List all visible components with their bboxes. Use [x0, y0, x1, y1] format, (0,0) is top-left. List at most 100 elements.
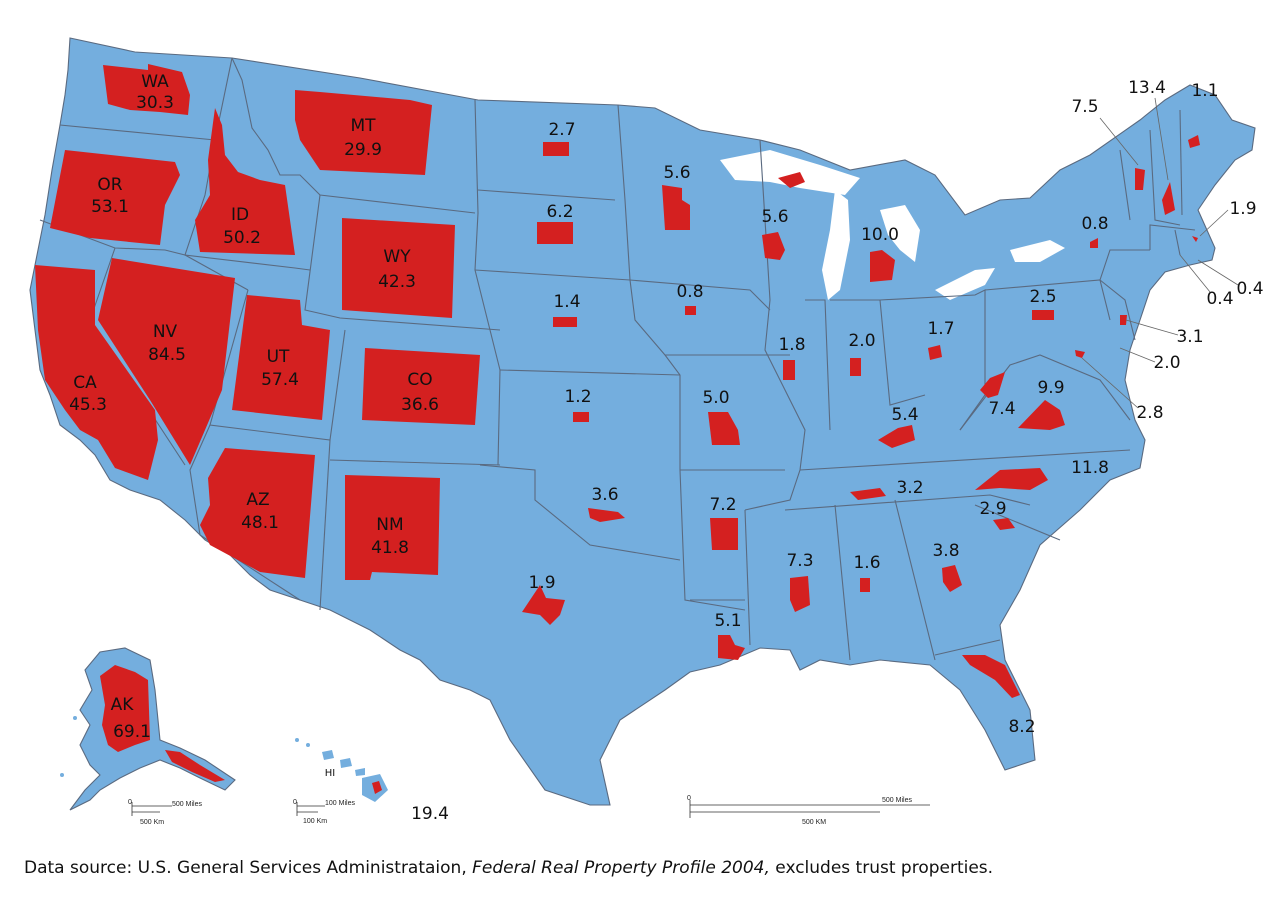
fed-area-nh	[1162, 182, 1175, 215]
fed-area-ca	[35, 265, 158, 480]
fed-area-nc	[975, 468, 1048, 490]
scale-hi-zero: 0	[293, 799, 297, 806]
fed-area-ok	[588, 508, 625, 522]
label-oh-value: 1.7	[927, 319, 954, 339]
label-hi-abbr: HI	[325, 768, 335, 779]
fed-area-wi	[762, 232, 785, 260]
source-prefix: Data source: U.S. General Services Admin…	[24, 858, 473, 878]
label-wv-value: 7.4	[988, 399, 1015, 419]
fed-area-wy	[342, 218, 455, 318]
label-me-value: 1.1	[1191, 81, 1218, 101]
scale-bar-ak	[131, 802, 172, 816]
label-wy-abbr: WY	[383, 247, 411, 267]
label-ma-value: 1.9	[1229, 199, 1256, 219]
label-hi-value: 19.4	[411, 804, 449, 824]
data-source-caption: Data source: U.S. General Services Admin…	[24, 858, 993, 878]
fed-area-wv	[980, 372, 1005, 398]
label-wa-abbr: WA	[141, 72, 169, 92]
label-mo-value: 5.0	[702, 388, 729, 408]
label-md-value: 2.8	[1136, 403, 1163, 423]
fed-area-ut	[232, 295, 330, 420]
leader-lines	[1081, 97, 1239, 409]
scale-ak-zero: 0	[128, 799, 132, 806]
label-nh-value: 13.4	[1128, 78, 1166, 98]
fed-area-or	[50, 150, 180, 245]
label-wa-value: 30.3	[136, 93, 174, 113]
fed-area-nd	[543, 142, 569, 156]
label-ia-value: 0.8	[676, 282, 703, 302]
fed-area-co	[362, 348, 480, 425]
scale-bar-main	[689, 800, 930, 818]
scale-ak-miles: 500 Miles	[172, 801, 202, 808]
us-outline	[29, 37, 1256, 806]
fed-area-ar	[710, 518, 738, 550]
label-nv-abbr: NV	[153, 322, 178, 342]
fed-area-mn	[662, 185, 690, 230]
label-il-value: 1.8	[778, 335, 805, 355]
label-in-value: 2.0	[848, 331, 875, 351]
fed-area-va	[1018, 400, 1065, 430]
label-az-abbr: AZ	[246, 490, 269, 510]
hawaii-inset	[295, 738, 388, 802]
fed-area-ma	[1192, 236, 1198, 242]
fed-area-ms	[790, 576, 810, 612]
label-id-value: 50.2	[223, 228, 261, 248]
label-ga-value: 3.8	[932, 541, 959, 561]
fed-area-ne	[553, 317, 577, 327]
label-co-abbr: CO	[407, 370, 432, 390]
fed-area-sc	[993, 518, 1015, 530]
fed-area-il	[783, 360, 795, 380]
fed-area-me	[1188, 135, 1200, 148]
label-ar-value: 7.2	[709, 495, 736, 515]
fed-area-az	[200, 448, 315, 578]
fed-area-ia	[685, 306, 696, 315]
alaska-inset	[60, 647, 236, 811]
fed-area-ky	[878, 425, 915, 448]
label-mn-value: 5.6	[663, 163, 690, 183]
label-nv-value: 84.5	[148, 345, 186, 365]
state-borders	[39, 57, 1196, 661]
label-mi-value: 10.0	[861, 225, 899, 245]
label-va-value: 9.9	[1037, 378, 1064, 398]
fed-area-id	[195, 108, 295, 255]
scale-hi-km: 100 Km	[303, 818, 327, 825]
label-mt-abbr: MT	[350, 116, 376, 136]
fed-area-vt	[1135, 168, 1145, 190]
label-ms-value: 7.3	[786, 551, 813, 571]
label-ne-value: 1.4	[553, 292, 580, 312]
fed-area-ak-main	[100, 665, 150, 752]
label-ak-value: 69.1	[113, 722, 151, 742]
fed-area-mo	[708, 412, 740, 445]
label-or-abbr: OR	[97, 175, 122, 195]
label-fl-value: 8.2	[1008, 717, 1035, 737]
scale-main-km: 500 KM	[802, 819, 826, 826]
fed-area-sd	[537, 222, 573, 244]
fed-area-ny	[1090, 238, 1098, 248]
label-la-value: 5.1	[714, 611, 741, 631]
federal-land-map: .land{fill:#74aede}.fed{fill:#d42020}	[29, 37, 1264, 826]
scale-bar-hi	[296, 802, 325, 816]
source-suffix: excludes trust properties.	[769, 858, 994, 878]
fed-area-pa	[1032, 310, 1054, 320]
label-wy-value: 42.3	[378, 272, 416, 292]
scale-main-miles: 500 Miles	[882, 797, 912, 804]
label-sc-value: 2.9	[979, 499, 1006, 519]
label-or-value: 53.1	[91, 197, 129, 217]
label-nj-value: 3.1	[1176, 327, 1203, 347]
label-ca-value: 45.3	[69, 395, 107, 415]
label-nd-value: 2.7	[548, 120, 575, 140]
label-sd-value: 6.2	[546, 202, 573, 222]
fed-area-nj	[1120, 315, 1127, 325]
state-labels: WA 30.3 OR 53.1 CA 45.3 ID 50.2 NV 84.5 …	[69, 72, 1263, 824]
great-lakes	[720, 150, 1065, 300]
fed-area-mi	[870, 250, 895, 282]
fed-area-ks	[573, 412, 589, 422]
fed-area-tx	[522, 585, 565, 625]
label-nm-value: 41.8	[371, 538, 409, 558]
label-az-value: 48.1	[241, 513, 279, 533]
source-title: Federal Real Property Profile 2004,	[472, 858, 770, 878]
label-co-value: 36.6	[401, 395, 439, 415]
fed-area-ak-panhandle	[165, 750, 225, 782]
scale-main-zero: 0	[687, 795, 691, 802]
fed-area-nm	[345, 475, 440, 580]
